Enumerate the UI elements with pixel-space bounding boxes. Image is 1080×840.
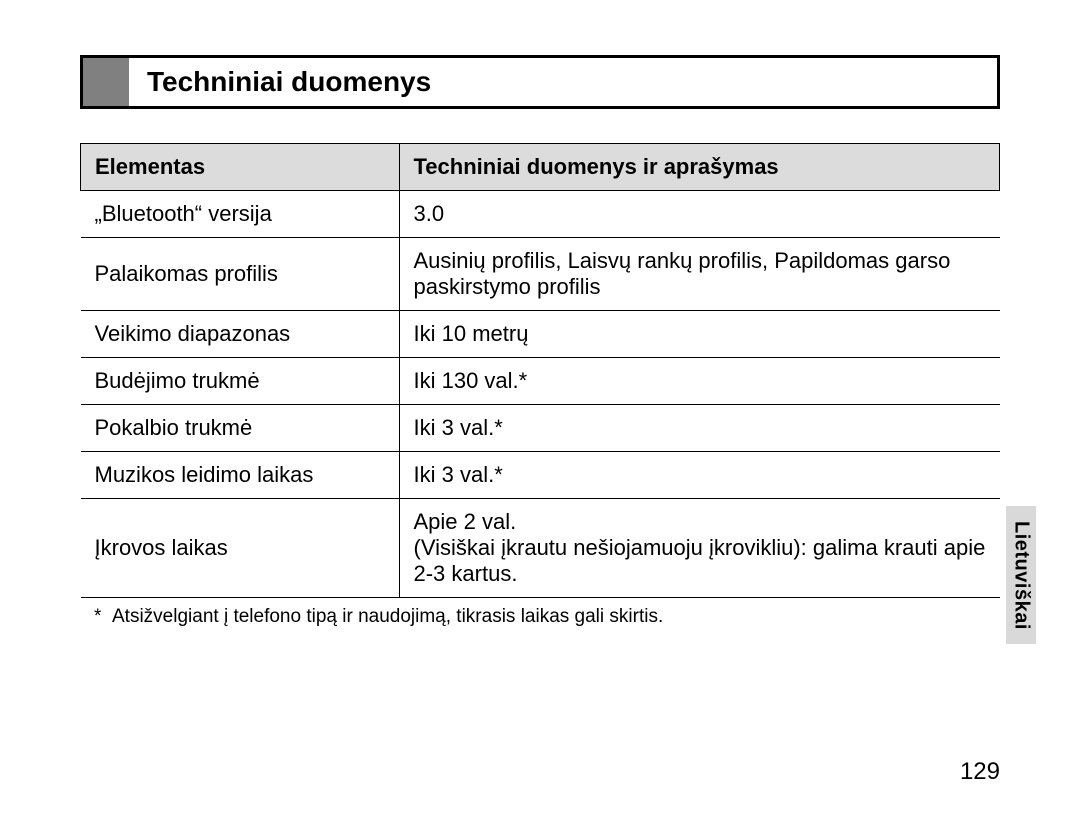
table-row: Palaikomas profilis Ausinių profilis, La… [81,238,1000,311]
cell: Iki 3 val.* [399,452,1000,499]
table-row: Budėjimo trukmė Iki 130 val.* [81,358,1000,405]
specs-table: Elementas Techniniai duomenys ir aprašym… [80,143,1000,598]
table-row: Pokalbio trukmė Iki 3 val.* [81,405,1000,452]
cell: Pokalbio trukmė [81,405,400,452]
table-row: Įkrovos laikas Apie 2 val. (Visiškai įkr… [81,499,1000,598]
side-tab-label: Lietuviškai [1010,521,1033,630]
heading-accent-block [83,58,129,106]
cell: Budėjimo trukmė [81,358,400,405]
cell: Veikimo diapazonas [81,311,400,358]
footnote-mark: * [94,606,112,628]
cell: Muzikos leidimo laikas [81,452,400,499]
table-row: Muzikos leidimo laikas Iki 3 val.* [81,452,1000,499]
page-number: 129 [960,758,1000,786]
cell: Apie 2 val. (Visiškai įkrautu nešiojamuo… [399,499,1000,598]
cell: Iki 10 metrų [399,311,1000,358]
cell: Iki 130 val.* [399,358,1000,405]
header-col2: Techniniai duomenys ir aprašymas [399,144,1000,191]
table-header-row: Elementas Techniniai duomenys ir aprašym… [81,144,1000,191]
cell: „Bluetooth“ versija [81,191,400,238]
table-row: Veikimo diapazonas Iki 10 metrų [81,311,1000,358]
cell: Ausinių profilis, Laisvų rankų profilis,… [399,238,1000,311]
language-side-tab: Lietuviškai [1006,506,1036,644]
cell: Iki 3 val.* [399,405,1000,452]
cell: Įkrovos laikas [81,499,400,598]
table-row: „Bluetooth“ versija 3.0 [81,191,1000,238]
footnote-text: Atsižvelgiant į telefono tipą ir naudoji… [112,606,663,627]
section-heading: Techniniai duomenys [80,55,1000,109]
cell: 3.0 [399,191,1000,238]
header-col1: Elementas [81,144,400,191]
heading-text: Techniniai duomenys [129,58,431,106]
footnote: *Atsižvelgiant į telefono tipą ir naudoj… [80,606,1000,628]
cell: Palaikomas profilis [81,238,400,311]
